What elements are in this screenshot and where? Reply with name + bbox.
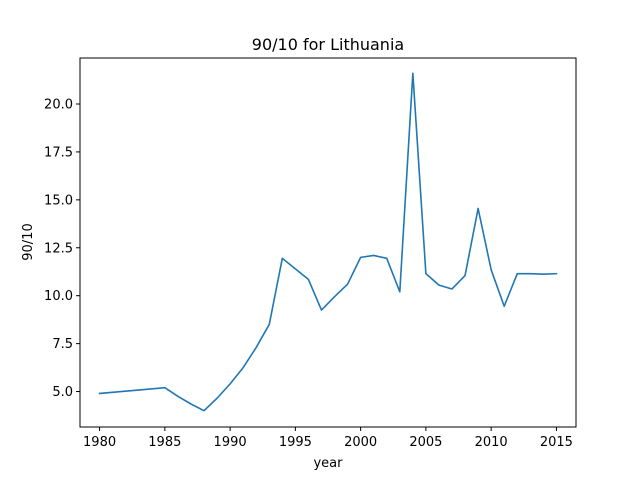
- x-tick-label: 2000: [344, 435, 377, 450]
- chart-title: 90/10 for Lithuania: [252, 35, 404, 54]
- y-axis-label: 90/10: [21, 223, 36, 260]
- y-tick-label: 17.5: [44, 145, 73, 160]
- y-axis: 5.0 7.5 10.0 12.5 15.0 17.5 20.0: [44, 98, 80, 400]
- x-tick-label: 2005: [409, 435, 442, 450]
- x-tick-label: 1985: [148, 435, 181, 450]
- x-tick-label: 2015: [540, 435, 573, 450]
- plot-area: [98, 72, 558, 412]
- y-tick-label: 12.5: [44, 241, 73, 256]
- y-tick-label: 15.0: [44, 193, 73, 208]
- y-tick-label: 7.5: [52, 337, 73, 352]
- x-tick-label: 1990: [214, 435, 247, 450]
- x-axis: 1980 1985 1990 1995 2000 2005 2010 2015: [83, 427, 573, 450]
- y-tick-label: 5.0: [52, 385, 73, 400]
- x-tick-label: 1980: [83, 435, 116, 450]
- series-line-0: [98, 72, 558, 412]
- x-tick-label: 1995: [279, 435, 312, 450]
- y-tick-label: 10.0: [44, 289, 73, 304]
- plot-frame: [79, 57, 577, 428]
- x-axis-label: year: [313, 456, 343, 471]
- y-tick-label: 20.0: [44, 98, 73, 113]
- x-tick-label: 2010: [475, 435, 508, 450]
